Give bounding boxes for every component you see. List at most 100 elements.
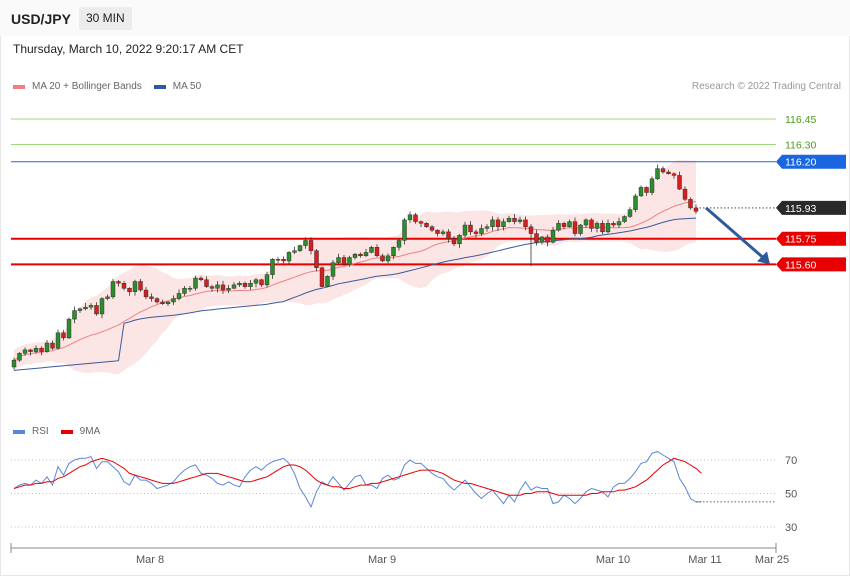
time-tick-label: Mar 11 (688, 554, 721, 566)
candle-body (374, 247, 380, 257)
bollinger-band-area (14, 159, 696, 375)
rsi-tick-label: 30 (785, 522, 797, 534)
timeframe-badge[interactable]: 30 MIN (79, 7, 132, 30)
ma20-legend-swatch (13, 84, 25, 89)
candle-body (116, 281, 121, 284)
candle-body (99, 298, 105, 315)
forecast-arrow-head (757, 251, 770, 265)
candle-body (319, 267, 325, 287)
candle-body (363, 252, 369, 257)
candle-body (418, 221, 424, 224)
candle-body (154, 298, 160, 303)
rsi-ma-legend-swatch (60, 429, 73, 434)
candle-body (264, 274, 270, 286)
candle-body (649, 178, 655, 193)
level-label-115.60: 115.60 (785, 259, 816, 271)
rsi-ma-legend-label: 9MA (79, 426, 101, 437)
candle-body (567, 221, 572, 227)
candle-body (253, 279, 259, 284)
level-tags: 116.45 116.30 116.20 115.75 115.60 115.93 (705, 114, 846, 272)
candle-body (677, 175, 682, 190)
ma50-legend-swatch (153, 84, 166, 89)
candle-body (413, 214, 418, 222)
candle-body (44, 342, 50, 352)
candle-body (347, 257, 352, 265)
candle-body (583, 219, 589, 226)
time-tick-label: Mar 25 (755, 554, 789, 566)
candle-body (149, 296, 154, 299)
rsi-line (13, 451, 702, 509)
candle-body (138, 281, 143, 291)
candle-body (462, 224, 468, 236)
candle-body (407, 214, 413, 221)
candle-body (655, 168, 660, 180)
candle-body (66, 318, 72, 339)
level-tag-115.75 (776, 231, 846, 246)
candle-body (231, 284, 237, 289)
candle-body (22, 349, 28, 354)
candle-body (473, 231, 479, 234)
candle-body (204, 279, 209, 287)
research-credit: Research © 2022 Trading Central (691, 81, 841, 92)
candle-body (468, 224, 473, 233)
candle-body (435, 229, 440, 234)
candle-body (594, 223, 600, 229)
candle-body (490, 219, 495, 227)
candle-body (303, 240, 308, 246)
candle-body (215, 284, 220, 289)
candle-body (248, 282, 253, 287)
candle-body (506, 217, 512, 222)
rsi-legend: RSI 9MA (13, 426, 100, 437)
candle-body (396, 240, 402, 248)
candle-body (605, 223, 611, 233)
candle-body (644, 187, 649, 193)
candle-body (666, 171, 671, 174)
candle-body (127, 288, 132, 292)
candle-body (523, 219, 528, 227)
candle-body (143, 289, 149, 298)
candle-body (429, 226, 435, 231)
ma50-legend-label: MA 50 (172, 81, 202, 92)
candle-body (226, 288, 231, 291)
rsi-tick-label: 70 (785, 455, 797, 467)
candle-body (297, 245, 303, 251)
candle-body (622, 216, 627, 222)
candle-body (237, 282, 242, 286)
candle-body (352, 253, 358, 258)
candle-body (380, 255, 385, 262)
candle-body (187, 288, 193, 290)
candle-body (550, 229, 556, 243)
candle-body (281, 259, 286, 262)
candle-body (556, 223, 561, 231)
candle-body (633, 195, 638, 210)
ma20-legend-label: MA 20 + Bollinger Bands (32, 81, 142, 92)
ma50-line (13, 217, 697, 371)
level-label-116.30: 116.30 (785, 140, 816, 152)
candle-body (660, 168, 666, 173)
candle-body (385, 255, 391, 262)
candle-body (193, 277, 198, 289)
candle-body (534, 233, 539, 243)
time-axis: Mar 8 Mar 9 Mar 10 Mar 11 Mar 25 (10, 543, 789, 566)
candle-body (572, 221, 578, 234)
candle-body (286, 252, 292, 262)
forecast-arrow-line (705, 206, 765, 260)
time-tick-label: Mar 9 (368, 554, 396, 566)
candle-body (308, 240, 314, 251)
rsi-tick-label: 50 (785, 489, 797, 501)
level-tag-115.60 (776, 257, 846, 272)
candle-body (457, 235, 462, 245)
candle-body (616, 221, 622, 226)
current-price-tag (776, 200, 846, 215)
candle-body (28, 349, 33, 352)
candle-body (671, 173, 677, 176)
candle-body (495, 219, 501, 227)
candle-body (528, 226, 534, 234)
candle-body (83, 306, 88, 310)
candle-body (341, 257, 347, 265)
candle-body (171, 298, 176, 303)
candle-body (611, 223, 616, 226)
rsi-ma-line (13, 457, 702, 496)
rsi-legend-label: RSI (32, 426, 49, 437)
